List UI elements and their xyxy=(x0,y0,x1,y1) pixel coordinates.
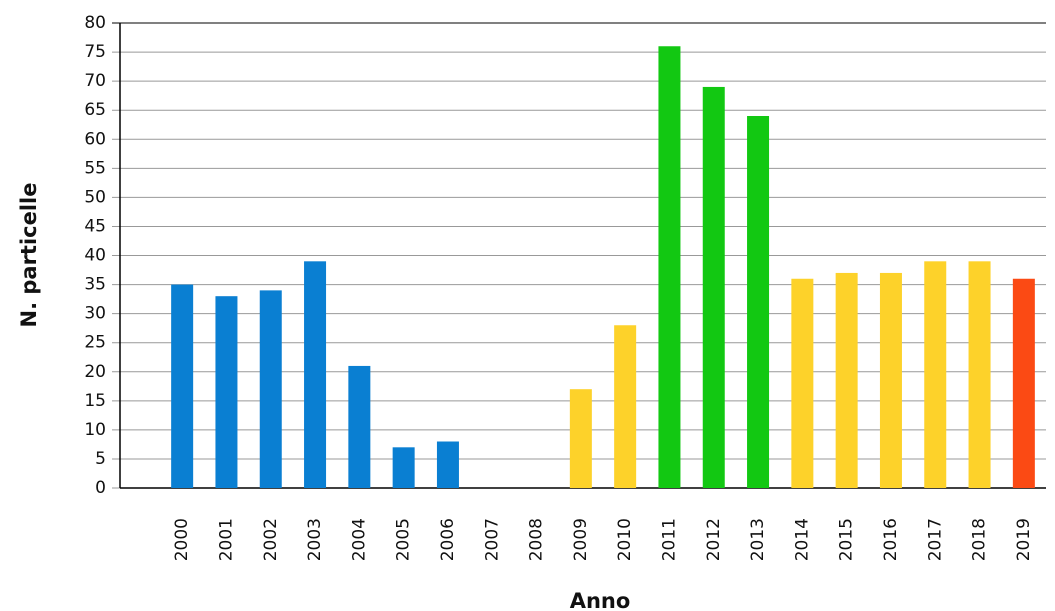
x-tick-label: 2019 xyxy=(1014,518,1034,561)
x-tick-label: 2004 xyxy=(349,518,369,561)
x-axis-label: Anno xyxy=(570,589,631,611)
x-tick-label: 2018 xyxy=(970,518,990,561)
bar xyxy=(835,272,858,488)
bar xyxy=(436,441,459,488)
x-tick-label: 2012 xyxy=(704,518,724,561)
x-tick-label: 2014 xyxy=(792,518,812,561)
bar xyxy=(791,278,814,488)
bar xyxy=(879,272,902,488)
y-tick-label: 10 xyxy=(84,420,106,440)
bar xyxy=(348,365,371,488)
y-tick-label: 15 xyxy=(84,391,106,411)
y-tick-label: 20 xyxy=(84,362,106,382)
bar xyxy=(215,296,238,488)
bar xyxy=(924,261,947,488)
y-tick-label: 45 xyxy=(84,216,106,236)
y-tick-label: 0 xyxy=(95,478,106,498)
y-tick-label: 75 xyxy=(84,42,106,62)
y-tick-label: 80 xyxy=(84,13,106,33)
x-tick-label: 2000 xyxy=(172,518,192,561)
x-tick-label: 2013 xyxy=(748,518,768,561)
y-tick-label: 35 xyxy=(84,275,106,295)
bar xyxy=(259,290,282,488)
y-tick-label: 50 xyxy=(84,187,106,207)
y-tick-label: 65 xyxy=(84,100,106,120)
y-tick-label: 25 xyxy=(84,333,106,353)
x-tick-label: 2011 xyxy=(659,518,679,561)
x-tick-label: 2015 xyxy=(837,518,857,561)
bar xyxy=(968,261,991,488)
bar xyxy=(304,261,327,488)
x-tick-label: 2002 xyxy=(261,518,281,561)
x-tick-label: 2010 xyxy=(615,518,635,561)
bar xyxy=(171,284,194,488)
x-tick-label: 2007 xyxy=(482,518,502,561)
bar xyxy=(569,389,592,488)
x-tick-label: 2003 xyxy=(305,518,325,561)
x-tick-label: 2008 xyxy=(527,518,547,561)
bar xyxy=(392,447,415,488)
y-tick-label: 70 xyxy=(84,71,106,91)
x-tick-label: 2005 xyxy=(394,518,414,561)
y-tick-label: 60 xyxy=(84,129,106,149)
y-tick-label: 55 xyxy=(84,158,106,178)
y-axis-label: N. particelle xyxy=(17,183,41,328)
bar xyxy=(747,116,770,488)
x-tick-label: 2001 xyxy=(216,518,236,561)
x-tick-label: 2009 xyxy=(571,518,591,561)
x-tick-label: 2016 xyxy=(881,518,901,561)
y-tick-label: 5 xyxy=(95,449,106,469)
x-tick-label: 2006 xyxy=(438,518,458,561)
bar xyxy=(658,46,681,488)
y-tick-label: 40 xyxy=(84,246,106,266)
bar xyxy=(1012,278,1035,488)
y-tick-label: 30 xyxy=(84,304,106,324)
x-tick-label: 2017 xyxy=(925,518,945,561)
bar xyxy=(702,86,725,488)
bar xyxy=(614,325,637,488)
